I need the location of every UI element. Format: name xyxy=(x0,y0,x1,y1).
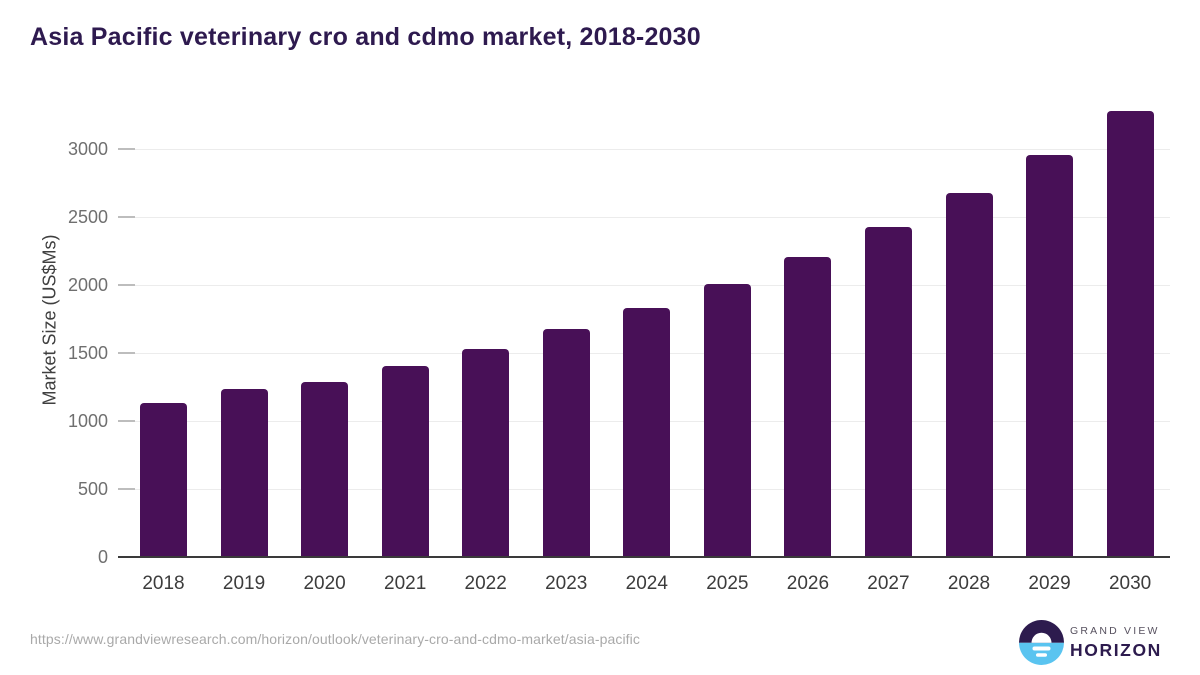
x-tick-label: 2025 xyxy=(706,573,749,594)
y-tick-label: 1500 xyxy=(67,343,108,363)
bar-2020 xyxy=(301,381,349,557)
gridline xyxy=(118,284,1170,286)
x-tick-label: 2026 xyxy=(786,573,830,594)
grand-view-horizon-logo: GRAND VIEW HORIZON xyxy=(1019,620,1162,665)
y-tick-mark xyxy=(118,420,135,422)
y-tick-label: 3000 xyxy=(67,139,108,159)
x-tick-label: 2030 xyxy=(1108,573,1152,594)
x-tick-label: 2029 xyxy=(1028,573,1071,594)
y-tick-label: 1000 xyxy=(67,411,108,431)
bar-2025 xyxy=(703,284,751,557)
y-tick-label: 2500 xyxy=(67,207,108,227)
logo-sky-half xyxy=(1019,620,1064,643)
x-tick-label: 2019 xyxy=(222,573,266,594)
y-tick-mark xyxy=(118,488,135,490)
y-tick-mark xyxy=(118,216,135,218)
bar-2026 xyxy=(784,257,832,557)
y-axis-title: Market Size (US$Ms) xyxy=(39,234,60,406)
y-tick-mark xyxy=(118,284,135,286)
logo-reflection-2 xyxy=(1036,653,1047,657)
y-tick-mark xyxy=(118,148,135,150)
bar-2028 xyxy=(945,193,993,557)
bar-2019 xyxy=(220,389,268,557)
bar-2021 xyxy=(381,365,429,557)
source-url: https://www.grandviewresearch.com/horizo… xyxy=(30,631,640,647)
y-tick-label: 2000 xyxy=(67,275,108,295)
y-tick-label: 500 xyxy=(77,479,108,499)
x-tick-label: 2020 xyxy=(303,573,346,594)
horizon-sun-icon xyxy=(1019,620,1064,665)
bar-2024 xyxy=(623,308,671,557)
logo-brand-line2: HORIZON xyxy=(1070,639,1162,660)
x-tick-label: 2022 xyxy=(464,573,507,594)
logo-sun xyxy=(1031,632,1052,643)
y-tick-mark xyxy=(118,352,135,354)
plot-area xyxy=(118,90,1170,558)
x-tick-label: 2027 xyxy=(867,573,910,594)
y-tick-label: 0 xyxy=(97,547,108,567)
x-tick-label: 2028 xyxy=(947,573,991,594)
logo-text: GRAND VIEW HORIZON xyxy=(1070,625,1162,661)
x-axis-line xyxy=(118,555,1170,558)
page-title: Asia Pacific veterinary cro and cdmo mar… xyxy=(30,23,701,51)
bar-2023 xyxy=(542,329,590,557)
x-tick-label: 2024 xyxy=(625,573,668,594)
x-tick-label: 2021 xyxy=(384,573,427,594)
gridline xyxy=(118,148,1170,150)
bar-2022 xyxy=(462,348,510,557)
bar-2018 xyxy=(140,403,187,557)
x-tick-label: 2018 xyxy=(142,573,185,594)
bar-2030 xyxy=(1106,110,1154,557)
x-tick-label: 2023 xyxy=(545,573,588,594)
bar-2027 xyxy=(864,227,912,557)
logo-reflection-1 xyxy=(1032,646,1051,651)
logo-brand-line1: GRAND VIEW xyxy=(1070,624,1160,637)
gridline xyxy=(118,216,1170,218)
bar-2029 xyxy=(1026,155,1074,557)
